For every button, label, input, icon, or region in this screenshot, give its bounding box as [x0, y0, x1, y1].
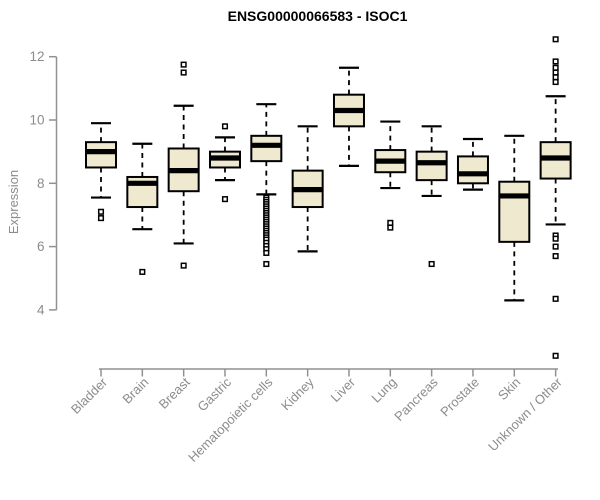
outlier-hematopoietic-cells [263, 260, 270, 268]
outlier-unknown-other [552, 78, 559, 86]
x-category-label: Skin [495, 375, 523, 403]
outlier-hematopoietic-cells [263, 249, 270, 256]
box-skin [498, 180, 531, 243]
outlier-gastric [221, 196, 229, 203]
outlier-unknown-other [552, 235, 559, 242]
outlier-lung [387, 224, 394, 231]
outlier-brain [139, 268, 146, 275]
outlier-unknown-other [552, 36, 559, 43]
outlier-unknown-other [552, 74, 559, 81]
box-pancreas [415, 150, 448, 182]
outlier-gastric [221, 123, 229, 130]
x-category-label: Liver [328, 374, 359, 405]
y-tick-label: 4 [37, 302, 45, 317]
y-tick-label: 6 [37, 239, 45, 254]
chart-title: ENSG00000066583 - ISOC1 [227, 8, 408, 24]
outlier-unknown-other [552, 58, 559, 65]
x-category-label: Kidney [278, 374, 317, 413]
outlier-unknown-other [552, 295, 559, 302]
y-tick-label: 12 [29, 49, 44, 64]
outlier-unknown-other [552, 352, 559, 359]
outlier-unknown-other [552, 253, 559, 260]
outlier-breast [180, 61, 187, 68]
x-category-label: Prostate [437, 375, 482, 420]
x-category-label: Brain [119, 375, 151, 407]
x-category-label: Breast [156, 374, 193, 411]
box-bladder [85, 141, 117, 169]
y-tick-label: 8 [37, 176, 45, 191]
outlier-bladder [97, 208, 105, 215]
outlier-breast [180, 262, 187, 269]
x-category-label: Lung [368, 375, 399, 406]
outlier-pancreas [428, 260, 435, 268]
outlier-lung [387, 219, 394, 226]
x-category-label: Bladder [68, 374, 111, 417]
x-category-label: Gastric [194, 374, 234, 414]
y-tick-label: 10 [29, 113, 44, 128]
outlier-bladder [97, 215, 105, 222]
outlier-unknown-other [552, 64, 559, 71]
outlier-breast [180, 69, 187, 76]
x-category-label: Pancreas [391, 374, 441, 424]
outlier-unknown-other [552, 69, 559, 76]
box-prostate [456, 155, 489, 185]
x-category-label: Unknown / Other [485, 374, 565, 454]
outlier-unknown-other [552, 243, 559, 250]
box-hematopoietic-cells [250, 134, 283, 163]
